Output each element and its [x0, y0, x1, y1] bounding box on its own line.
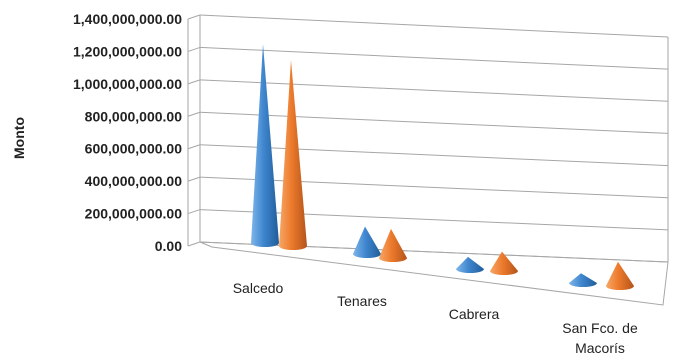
cone-body — [353, 226, 381, 258]
cone-body — [379, 228, 407, 262]
data-marks — [251, 44, 634, 290]
cone-salcedo-s1 — [251, 44, 279, 248]
gridline — [199, 79, 669, 102]
gridline — [199, 144, 669, 167]
y-tick-label: 800,000,000.00 — [85, 108, 183, 124]
gridline — [199, 46, 669, 70]
cone-body — [456, 256, 484, 273]
y-tick-label: 400,000,000.00 — [85, 173, 183, 189]
cone-body — [279, 60, 307, 251]
gridline-wall — [187, 176, 201, 182]
y-tick-label: 1,200,000,000.00 — [73, 43, 182, 59]
cone-salcedo-s2 — [279, 60, 307, 251]
x-axis-ticks: Salcedo Tenares Cabrera San Fco. de Macorís — [233, 280, 638, 356]
cone-san-fco-de-macor-s-s2 — [606, 261, 634, 290]
cone-cabrera-s2 — [490, 251, 518, 275]
x-tick-label: San Fco. de Macorís — [562, 320, 638, 356]
cone-body — [606, 261, 634, 290]
y-axis-label: Monto — [11, 117, 27, 159]
gridlines — [187, 14, 669, 306]
cone-body — [569, 273, 597, 287]
gridline-wall — [187, 209, 201, 215]
gridline-wall — [187, 241, 201, 247]
y-tick-label: 200,000,000.00 — [85, 206, 183, 222]
cone-body — [251, 44, 279, 248]
cone-tenares-s1 — [353, 226, 381, 258]
gridline-wall — [187, 46, 201, 52]
floor-plane — [199, 241, 669, 306]
cone-cabrera-s1 — [456, 256, 484, 273]
y-tick-label: 1,000,000,000.00 — [73, 76, 182, 92]
y-tick-label: 0.00 — [155, 238, 182, 254]
y-tick-label: 600,000,000.00 — [85, 141, 183, 157]
x-tick-label: Cabrera — [449, 306, 500, 322]
gridline-wall — [187, 79, 201, 85]
cone-san-fco-de-macor-s-s1 — [569, 273, 597, 287]
y-tick-label: 1,400,000,000.00 — [73, 11, 182, 27]
y-axis-ticks: 0.00 200,000,000.00 400,000,000.00 600,000,… — [73, 11, 182, 254]
gridline — [199, 14, 669, 38]
gridline — [199, 209, 669, 231]
gridline-wall — [187, 144, 201, 150]
gridline — [199, 176, 669, 199]
gridline-wall — [187, 111, 201, 117]
gridline-wall — [187, 14, 201, 20]
cone-tenares-s2 — [379, 228, 407, 262]
cone-body — [490, 251, 518, 275]
x-tick-label: Salcedo — [233, 280, 284, 296]
x-tick-label: Tenares — [337, 293, 387, 309]
gridline — [199, 111, 669, 134]
